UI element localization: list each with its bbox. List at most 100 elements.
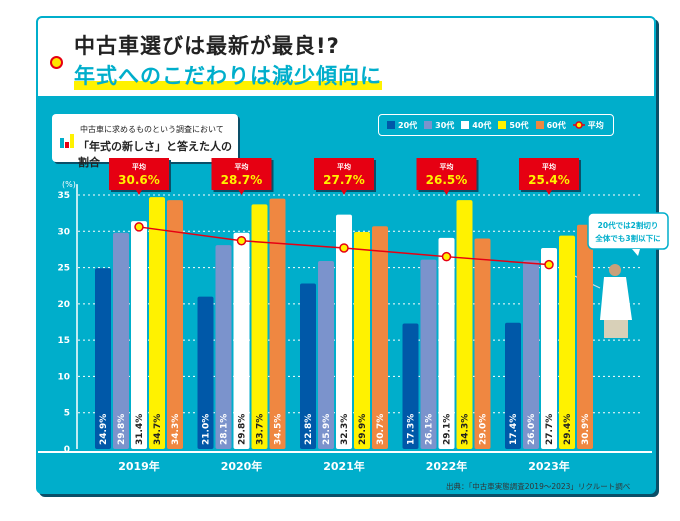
- chart-description-box: 中古車に求めるものという調査において 「年式の新しさ」と答えた人の割合: [52, 114, 238, 169]
- bar-value-label: 28.1%: [220, 414, 230, 445]
- y-tick-label: 30: [57, 227, 70, 237]
- average-box: [416, 158, 477, 190]
- average-value: 26.5%: [426, 173, 468, 187]
- average-box-pointer: [443, 190, 450, 195]
- description-line2: 「年式の新しさ」と答えた人の割合: [78, 140, 232, 169]
- x-tick-label: 2020年: [221, 459, 263, 473]
- y-tick-label: 20: [57, 300, 70, 310]
- bar-60代-2021年: [372, 226, 388, 449]
- bar-40代-2022年: [438, 237, 455, 449]
- bar-value-label: 29.8%: [117, 414, 127, 445]
- average-point: [544, 259, 554, 270]
- average-value: 30.6%: [118, 173, 160, 187]
- average-point: [441, 251, 452, 262]
- bar-50代-2022年: [456, 200, 473, 449]
- bar-value-label: 34.5%: [274, 414, 284, 445]
- legend-50s: 50代: [498, 120, 529, 131]
- average-box: [211, 158, 272, 190]
- average-value: 25.4%: [528, 173, 570, 187]
- bar-value-label: 26.0%: [527, 414, 537, 445]
- average-box-label: 平均: [235, 162, 249, 171]
- page-subtitle: 年式へのこだわりは減少傾向に: [74, 60, 382, 90]
- y-tick-label: 0: [64, 445, 70, 455]
- bar-value-label: 24.9%: [99, 414, 109, 445]
- bar-60代-2022年: [474, 238, 491, 449]
- bar-40代-2023年: [541, 247, 557, 449]
- x-tick-label: 2021年: [323, 459, 365, 473]
- bar-50代-2020年: [251, 204, 268, 449]
- callout-bubble: [587, 212, 669, 250]
- y-axis-label: (%): [62, 180, 76, 189]
- bar-60代-2019年: [167, 200, 183, 449]
- bar-value-label: 31.4%: [135, 414, 145, 445]
- average-box-pointer: [546, 190, 552, 195]
- bar-chart-icon: [60, 134, 74, 148]
- average-box: [109, 158, 169, 190]
- bar-40代-2019年: [131, 221, 147, 449]
- average-box-pointer: [238, 190, 245, 195]
- average-point: [134, 222, 144, 232]
- average-point: [339, 243, 349, 253]
- average-value: 27.7%: [323, 173, 365, 187]
- person-coat: [600, 277, 632, 320]
- legend: 20代 30代 40代 50代 60代 平均: [378, 114, 614, 136]
- bar-30代-2023年: [523, 260, 539, 449]
- bar-60代-2023年: [577, 224, 593, 449]
- average-marker-icon: [572, 121, 585, 129]
- bar-20代-2021年: [300, 283, 316, 449]
- bar-value-label: 29.0%: [479, 414, 489, 445]
- person-legs: [604, 320, 628, 338]
- bar-20代-2020年: [197, 296, 214, 449]
- q-icon: [50, 56, 63, 69]
- bar-40代-2021年: [336, 214, 352, 449]
- bar-value-label: 29.4%: [563, 414, 573, 445]
- bar-value-label: 29.8%: [238, 414, 248, 445]
- bar-30代-2021年: [318, 261, 334, 449]
- bar-30代-2020年: [215, 245, 232, 449]
- bar-30代-2022年: [420, 259, 437, 449]
- average-point: [236, 235, 247, 246]
- y-tick-label: 10: [57, 372, 70, 382]
- callout-line1: 20代では2割切り: [598, 220, 659, 230]
- bar-value-label: 25.9%: [322, 414, 332, 445]
- x-tick-label: 2022年: [426, 459, 468, 473]
- legend-30s: 30代: [424, 120, 454, 131]
- bar-value-label: 17.3%: [407, 414, 417, 445]
- bar-40代-2020年: [233, 232, 250, 449]
- bar-value-label: 29.1%: [443, 414, 453, 445]
- bar-20代-2022年: [402, 323, 419, 449]
- average-box-pointer: [136, 190, 142, 195]
- y-tick-label: 5: [64, 409, 70, 419]
- person-head: [609, 264, 621, 276]
- bar-value-label: 21.0%: [202, 414, 212, 445]
- x-tick-label: 2023年: [528, 459, 570, 473]
- header: 中古車選びは最新が最良!? 年式へのこだわりは減少傾向に: [38, 18, 654, 96]
- legend-20s: 20代: [387, 120, 417, 131]
- bar-value-label: 34.3%: [461, 414, 471, 445]
- bar-value-label: 33.7%: [256, 414, 266, 445]
- bar-50代-2021年: [354, 232, 370, 449]
- average-box: [314, 158, 374, 190]
- description-line1: 中古車に求めるものという調査において: [80, 125, 224, 134]
- callout-line2: 全体でも3割以下に: [594, 233, 660, 243]
- average-box-label: 平均: [337, 162, 351, 171]
- bar-value-label: 17.4%: [509, 414, 519, 445]
- bar-value-label: 29.9%: [358, 414, 368, 445]
- bar-value-label: 34.3%: [171, 414, 181, 445]
- average-box-label: 平均: [542, 162, 556, 171]
- average-value: 28.7%: [221, 173, 263, 187]
- bar-value-label: 30.9%: [581, 414, 591, 445]
- bar-30代-2019年: [113, 232, 129, 449]
- bar-20代-2023年: [505, 322, 521, 449]
- bar-value-label: 27.7%: [545, 414, 555, 445]
- average-box: [519, 158, 579, 190]
- x-tick-label: 2019年: [118, 459, 160, 473]
- page-title: 中古車選びは最新が最良!?: [74, 34, 340, 58]
- legend-average: 平均: [572, 120, 604, 131]
- bar-20代-2019年: [95, 268, 111, 449]
- average-box-label: 平均: [132, 162, 146, 171]
- legend-60s: 60代: [535, 120, 566, 131]
- bar-50代-2023年: [559, 235, 575, 449]
- bar-value-label: 34.7%: [153, 414, 163, 445]
